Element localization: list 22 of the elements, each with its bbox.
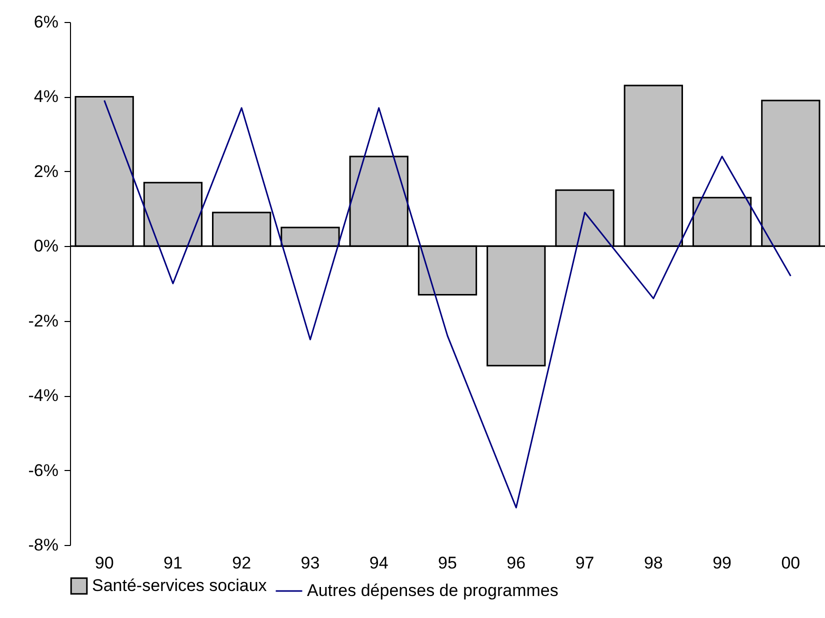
y-tick-label: -6% bbox=[28, 460, 58, 480]
x-tick-label: 90 bbox=[94, 554, 114, 572]
y-tick-label: 2% bbox=[34, 162, 58, 181]
x-tick-label: 91 bbox=[163, 554, 182, 572]
x-tick-label: 93 bbox=[300, 554, 320, 572]
y-tick-label: 6% bbox=[34, 12, 58, 32]
y-tick-label: -2% bbox=[28, 311, 58, 330]
y-tick-label: -8% bbox=[28, 536, 58, 554]
y-tick-label: 4% bbox=[34, 87, 58, 106]
legend-label: Santé-services sociaux bbox=[92, 576, 268, 595]
x-tick-label: 99 bbox=[712, 554, 732, 572]
y-tick-label: -4% bbox=[28, 386, 58, 406]
y-tick-label: 0% bbox=[34, 236, 58, 256]
x-tick-label: 95 bbox=[438, 554, 457, 572]
x-tick-label: 96 bbox=[506, 554, 526, 572]
x-tick-label: 97 bbox=[575, 554, 594, 572]
x-tick-label: 98 bbox=[644, 554, 663, 572]
x-tick-label: 94 bbox=[369, 554, 388, 572]
line-series bbox=[104, 100, 792, 508]
legend-label: Autres dépenses de programmes bbox=[307, 581, 558, 600]
x-tick-label: 92 bbox=[232, 554, 252, 572]
x-tick-label: 00 bbox=[781, 554, 800, 572]
